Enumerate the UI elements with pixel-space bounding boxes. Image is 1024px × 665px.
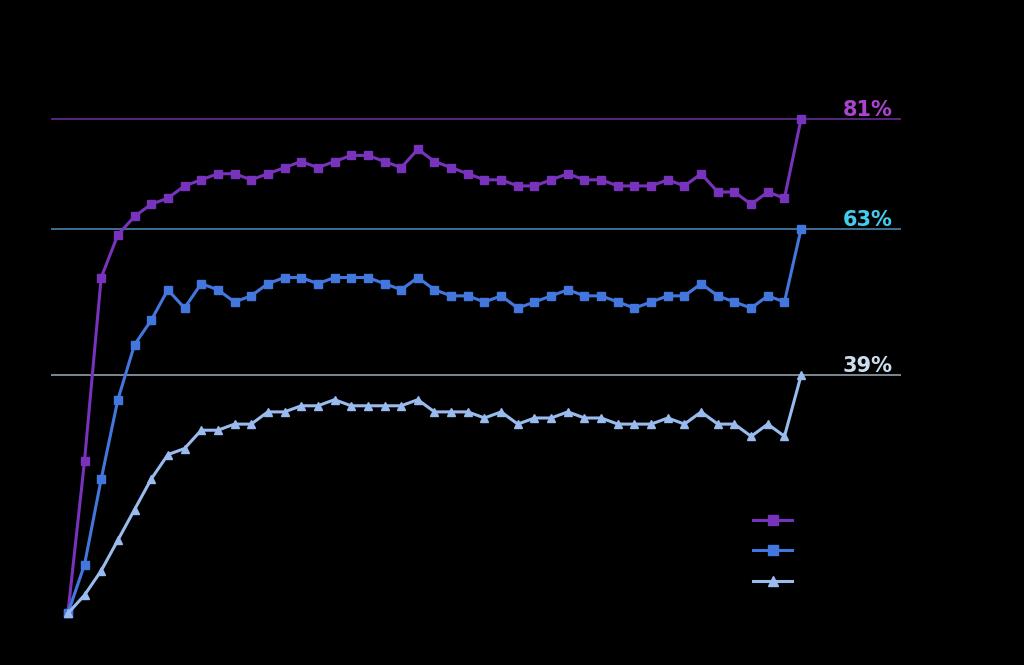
Legend: , , : , , <box>749 509 809 595</box>
Text: 63%: 63% <box>843 209 893 229</box>
Text: 81%: 81% <box>843 100 893 120</box>
Text: 39%: 39% <box>843 356 893 376</box>
